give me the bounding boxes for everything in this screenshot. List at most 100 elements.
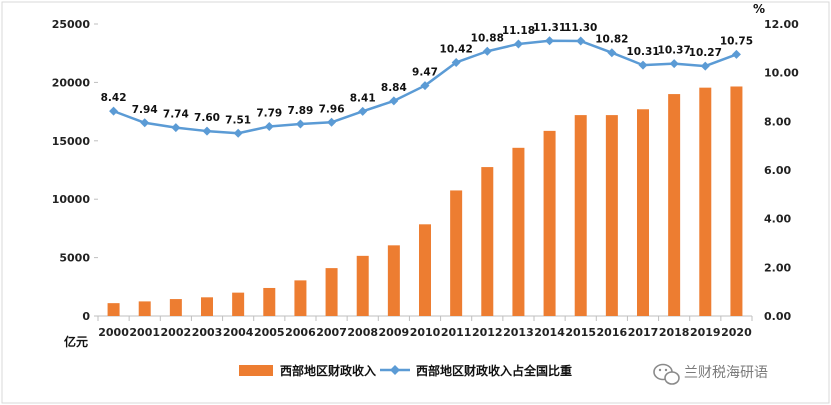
x-axis-tick-label: 2020 [721, 326, 752, 339]
line-marker [545, 36, 555, 46]
right-axis-tick-label: 12.00 [764, 18, 799, 31]
line-data-label: 7.89 [287, 105, 313, 117]
bar [107, 303, 120, 316]
x-axis-tick-label: 2019 [690, 326, 721, 339]
line-data-label: 10.31 [626, 46, 659, 58]
line-data-label: 7.79 [256, 107, 282, 119]
x-axis-tick-label: 2014 [534, 326, 565, 339]
line-marker [669, 59, 679, 69]
x-axis-tick-label: 2017 [628, 326, 659, 339]
line-marker [327, 117, 337, 127]
x-axis-tick-label: 2011 [441, 326, 472, 339]
x-axis-tick-label: 2005 [254, 326, 285, 339]
line-data-label: 11.18 [502, 25, 535, 37]
line-data-label: 7.94 [132, 104, 158, 116]
line-marker [264, 121, 274, 131]
legend-line-label: 西部地区财政收入占全国比重 [416, 363, 572, 378]
line-marker [233, 128, 243, 138]
x-axis-tick-label: 2012 [472, 326, 503, 339]
x-axis-tick-label: 2008 [347, 326, 378, 339]
x-axis-tick-label: 2003 [192, 326, 223, 339]
left-axis-tick-label: 10000 [52, 193, 91, 206]
right-axis: 0.00 2.00 4.00 6.00 8.00 10.00 12.00 [764, 18, 799, 323]
bar [419, 224, 431, 316]
line-data-label: 11.31 [533, 22, 566, 34]
bar [699, 87, 712, 316]
bar [605, 115, 618, 316]
x-axis-tick-label: 2009 [379, 326, 410, 339]
bar [232, 292, 245, 316]
line-data-label: 11.30 [564, 22, 597, 34]
wechat-icon [653, 363, 680, 385]
x-axis-tick-label: 2002 [161, 326, 192, 339]
left-axis-unit: 亿元 [64, 334, 88, 349]
line-marker [389, 96, 399, 106]
right-axis-tick-label: 6.00 [764, 164, 791, 177]
bar [512, 147, 525, 316]
x-axis-tick-label: 2004 [223, 326, 254, 339]
legend-line-marker [390, 365, 400, 375]
bar [356, 255, 369, 316]
line-data-label: 10.82 [595, 34, 628, 46]
line-data-label: 8.42 [101, 92, 127, 104]
line-data-label: 10.37 [658, 45, 691, 57]
right-axis-unit: % [753, 2, 765, 16]
bar [294, 280, 307, 316]
left-axis-tick-label: 0 [82, 310, 90, 323]
bar [387, 245, 400, 316]
x-axis-tick-label: 2018 [659, 326, 690, 339]
line-marker [638, 60, 648, 70]
x-axis-tick-label: 2006 [285, 326, 316, 339]
line-data-label: 7.60 [194, 112, 220, 124]
bar [730, 86, 743, 316]
bar [543, 130, 556, 316]
right-axis-tick-label: 0.00 [764, 310, 791, 323]
line-data-label: 7.51 [225, 114, 251, 126]
line-marker [358, 106, 368, 116]
line-marker [140, 118, 150, 128]
legend-bar-swatch [239, 365, 273, 376]
left-axis-tick-label: 5000 [59, 252, 90, 265]
right-axis-tick-label: 10.00 [764, 67, 799, 80]
left-axis-tick-label: 20000 [52, 76, 91, 89]
line-data-labels: 8.42 7.94 7.74 7.60 7.51 7.79 7.89 7.96 8.41 8.84… [101, 22, 753, 126]
line-data-label: 10.42 [440, 43, 473, 55]
line-data-label: 10.75 [720, 35, 753, 47]
left-axis-tick-label: 15000 [52, 135, 91, 148]
line-marker [731, 49, 741, 59]
line-marker [451, 57, 461, 67]
x-axis-tick-label: 2010 [410, 326, 441, 339]
line-data-label: 10.27 [689, 47, 722, 59]
bar [138, 301, 151, 316]
bar [668, 94, 681, 316]
line-marker [607, 48, 617, 58]
line-marker [482, 46, 492, 56]
line-marker [420, 81, 430, 91]
right-axis-tick-label: 4.00 [764, 213, 791, 226]
bar [450, 190, 463, 316]
bar-series [107, 86, 743, 316]
bar [263, 287, 276, 316]
bar [325, 268, 338, 316]
left-axis-tick-label: 25000 [52, 18, 91, 31]
line-marker [700, 61, 710, 71]
x-axis-tick-label: 2016 [597, 326, 628, 339]
line-marker [576, 36, 586, 46]
line-data-label: 9.47 [412, 67, 438, 79]
watermark-text: 兰财税海研语 [684, 365, 768, 381]
line-data-label: 10.88 [471, 32, 504, 44]
line-marker [109, 106, 119, 116]
x-axis-tick-label: 2001 [129, 326, 160, 339]
legend-bar-label: 西部地区财政收入 [280, 363, 376, 378]
line-data-label: 7.96 [319, 103, 345, 115]
left-axis: 0 5000 10000 15000 20000 25000 [52, 18, 98, 323]
right-axis-tick-label: 8.00 [764, 115, 791, 128]
watermark: 兰财税海研语 [653, 363, 768, 385]
x-axis: 2000 2001 2002 2003 2004 2005 2006 2007 2008 2009… [97, 316, 753, 339]
x-axis-tick-label: 2015 [565, 326, 596, 339]
line-data-label: 8.84 [381, 82, 407, 94]
bar [574, 115, 587, 316]
line-marker [202, 126, 212, 136]
